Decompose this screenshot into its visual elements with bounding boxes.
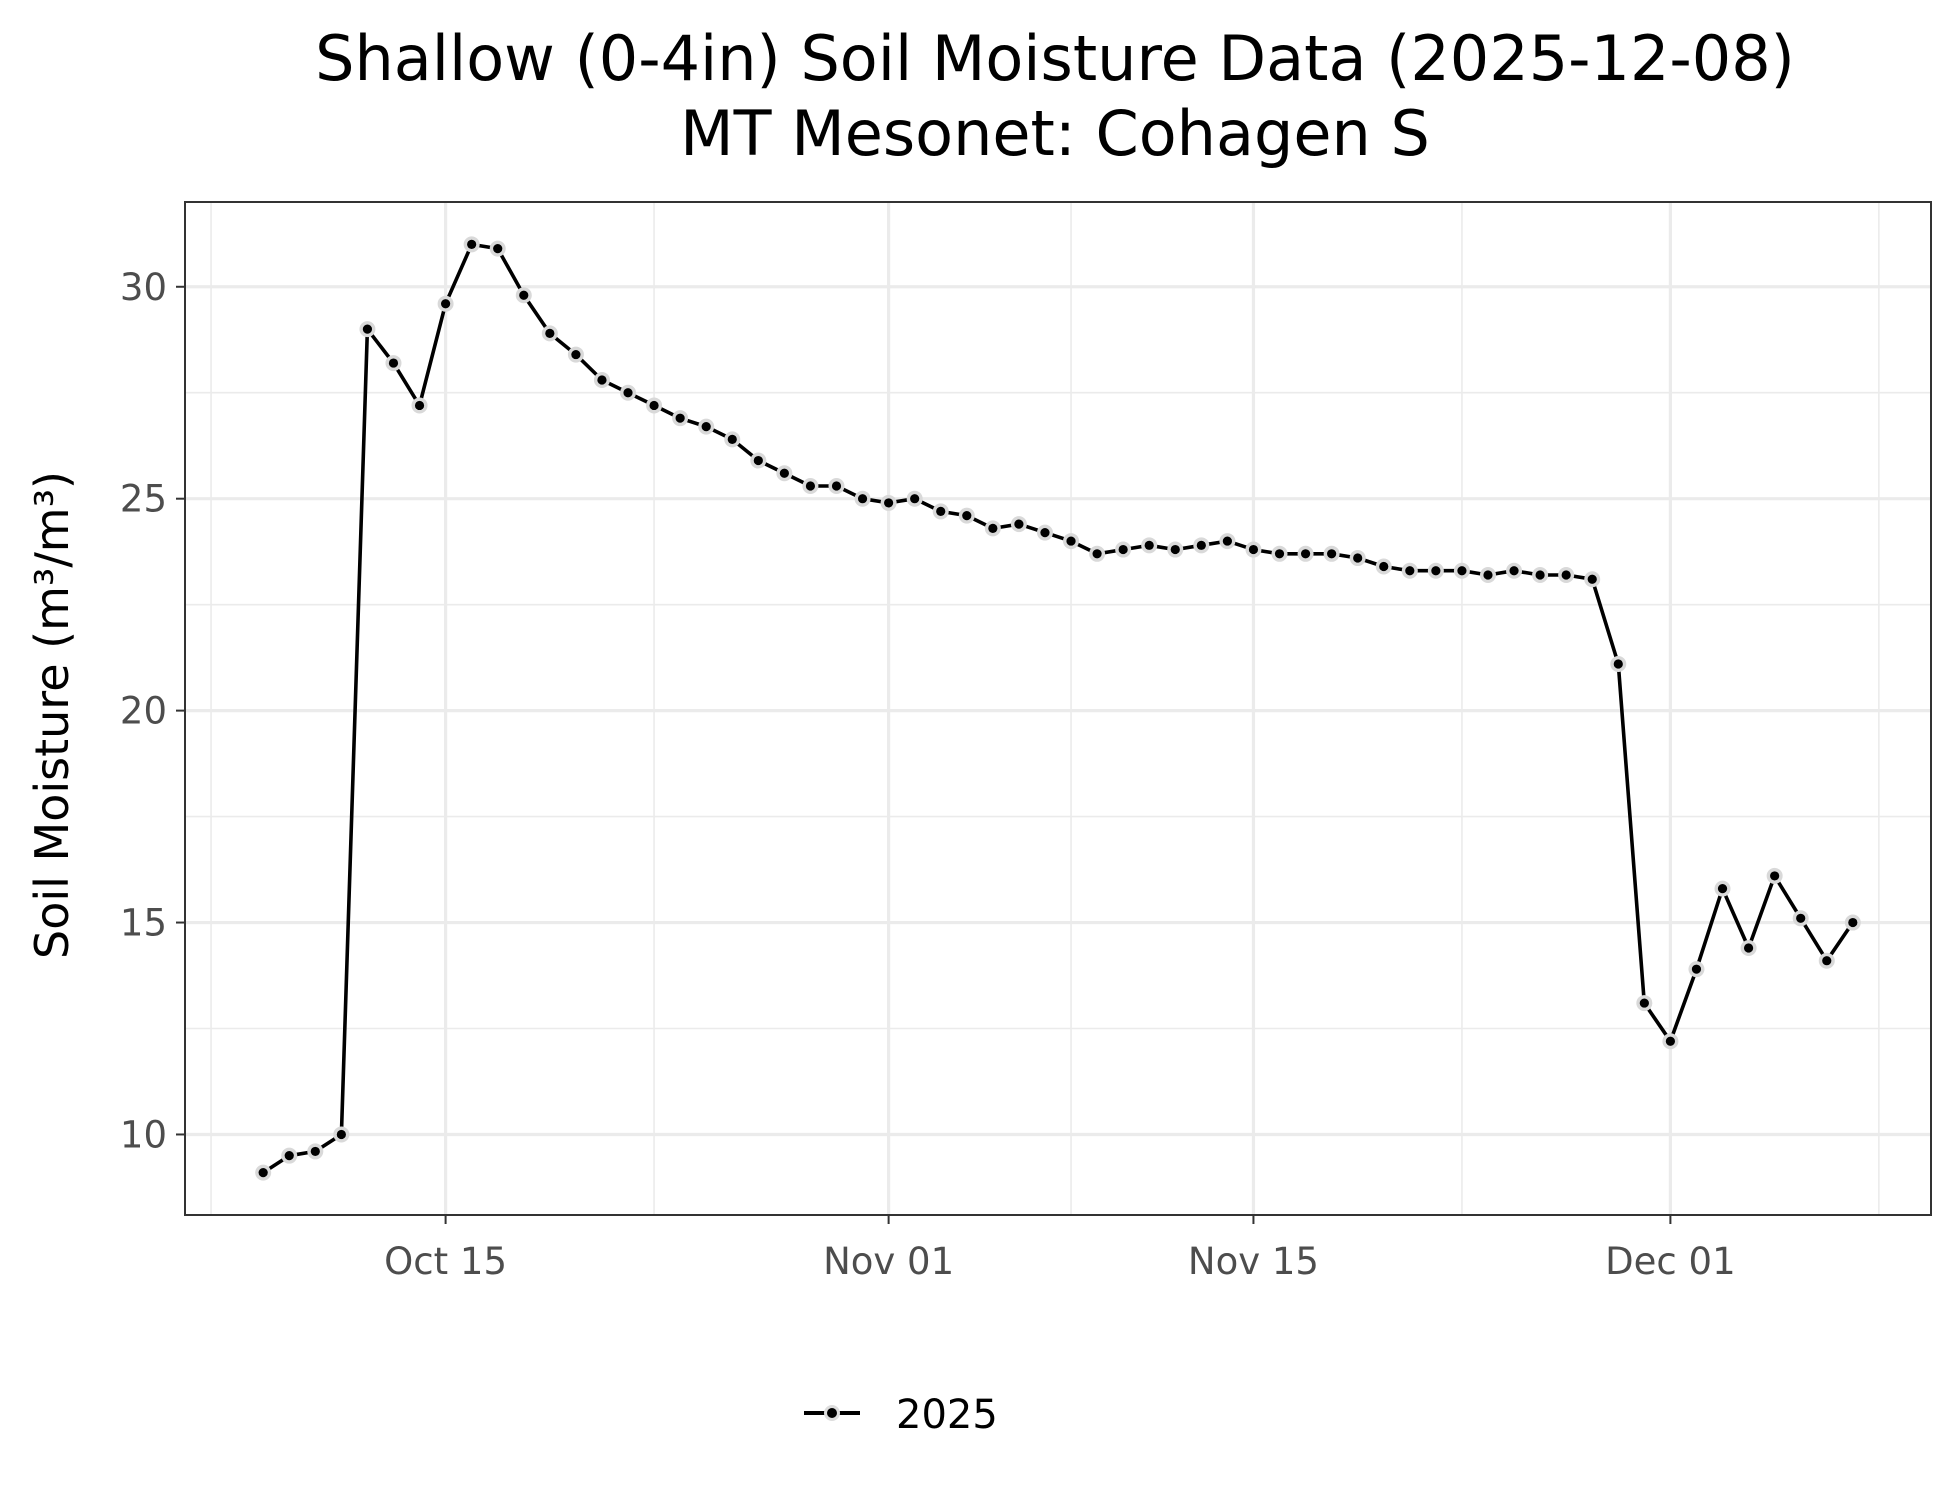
- data-point: [1092, 549, 1102, 559]
- data-point: [1457, 566, 1467, 576]
- data-point: [1196, 540, 1206, 550]
- data-point: [1796, 913, 1806, 923]
- data-point: [857, 494, 868, 504]
- data-point: [1014, 519, 1024, 529]
- y-axis-ticks: 10 15 20 25 30: [120, 266, 185, 1156]
- x-tick-label: Dec 01: [1605, 1240, 1735, 1283]
- data-point: [493, 244, 503, 254]
- data-point: [936, 506, 946, 517]
- data-point: [1405, 566, 1415, 576]
- data-point: [1665, 1036, 1676, 1046]
- x-tick-label: Oct 15: [384, 1240, 507, 1283]
- y-tick-label: 20: [120, 690, 167, 733]
- data-point: [1483, 570, 1493, 580]
- y-tick-label: 25: [120, 478, 167, 521]
- data-point: [258, 1168, 268, 1178]
- x-axis-ticks: Oct 15 Nov 01 Nov 15 Dec 01: [384, 1215, 1736, 1283]
- data-point: [1170, 544, 1180, 555]
- data-point: [910, 494, 920, 504]
- data-point: [310, 1146, 320, 1157]
- x-tick-label: Nov 01: [823, 1240, 954, 1283]
- data-point: [1118, 544, 1128, 555]
- data-point: [1222, 536, 1232, 546]
- data-point: [545, 328, 555, 338]
- data-point: [701, 422, 711, 432]
- data-point: [1822, 956, 1832, 966]
- data-point: [1248, 544, 1259, 555]
- data-point: [1509, 566, 1519, 576]
- data-point: [284, 1151, 294, 1161]
- data-point: [388, 358, 399, 368]
- minor-gridlines: [185, 202, 1931, 1215]
- data-point: [727, 434, 737, 444]
- data-point: [597, 375, 607, 385]
- data-point: [336, 1129, 346, 1140]
- y-tick-label: 15: [120, 902, 167, 945]
- data-point: [1743, 943, 1754, 953]
- data-point: [1431, 566, 1441, 576]
- data-point: [753, 455, 763, 466]
- data-point: [1587, 574, 1597, 584]
- series-2025-layer: [255, 236, 1861, 1181]
- series-line-2025: [262, 242, 1855, 1175]
- y-axis-label: Soil Moisture (m³/m³): [25, 471, 79, 959]
- data-point: [831, 481, 842, 491]
- data-point: [1040, 528, 1050, 538]
- data-point: [1066, 536, 1076, 546]
- data-point: [805, 481, 816, 491]
- data-point: [414, 400, 425, 411]
- data-point: [362, 324, 373, 334]
- data-point: [1848, 917, 1858, 928]
- data-point: [1300, 549, 1311, 559]
- data-point: [962, 511, 972, 521]
- data-point: [623, 388, 633, 398]
- y-tick-label: 30: [120, 266, 167, 309]
- data-point: [1274, 549, 1285, 559]
- chart-title: Shallow (0-4in) Soil Moisture Data (2025…: [315, 22, 1795, 95]
- data-point: [1691, 964, 1702, 974]
- data-point: [1144, 540, 1154, 550]
- data-point: [1639, 998, 1649, 1008]
- data-point: [1613, 659, 1623, 669]
- data-point: [1770, 871, 1780, 881]
- chart-subtitle: MT Mesonet: Cohagen S: [680, 97, 1430, 170]
- legend-key-point: [827, 1408, 837, 1418]
- legend: 2025: [804, 1392, 998, 1438]
- x-tick-label: Nov 15: [1188, 1240, 1319, 1283]
- data-point: [467, 239, 477, 249]
- data-point: [649, 400, 659, 411]
- data-point: [519, 290, 529, 300]
- data-point: [1379, 561, 1389, 572]
- data-point: [675, 413, 685, 423]
- data-point: [1353, 553, 1363, 563]
- data-point: [1535, 570, 1545, 580]
- plot-panel-border: [184, 201, 1932, 1216]
- data-point: [571, 349, 581, 360]
- data-point: [440, 299, 451, 309]
- data-point: [1327, 549, 1337, 559]
- data-point: [884, 498, 894, 508]
- data-point: [1717, 884, 1728, 894]
- legend-label-2025: 2025: [896, 1392, 998, 1438]
- major-gridlines: [185, 202, 1931, 1215]
- y-tick-label: 10: [120, 1113, 167, 1156]
- data-point: [779, 468, 789, 478]
- data-point: [1561, 570, 1571, 580]
- data-point: [988, 523, 998, 533]
